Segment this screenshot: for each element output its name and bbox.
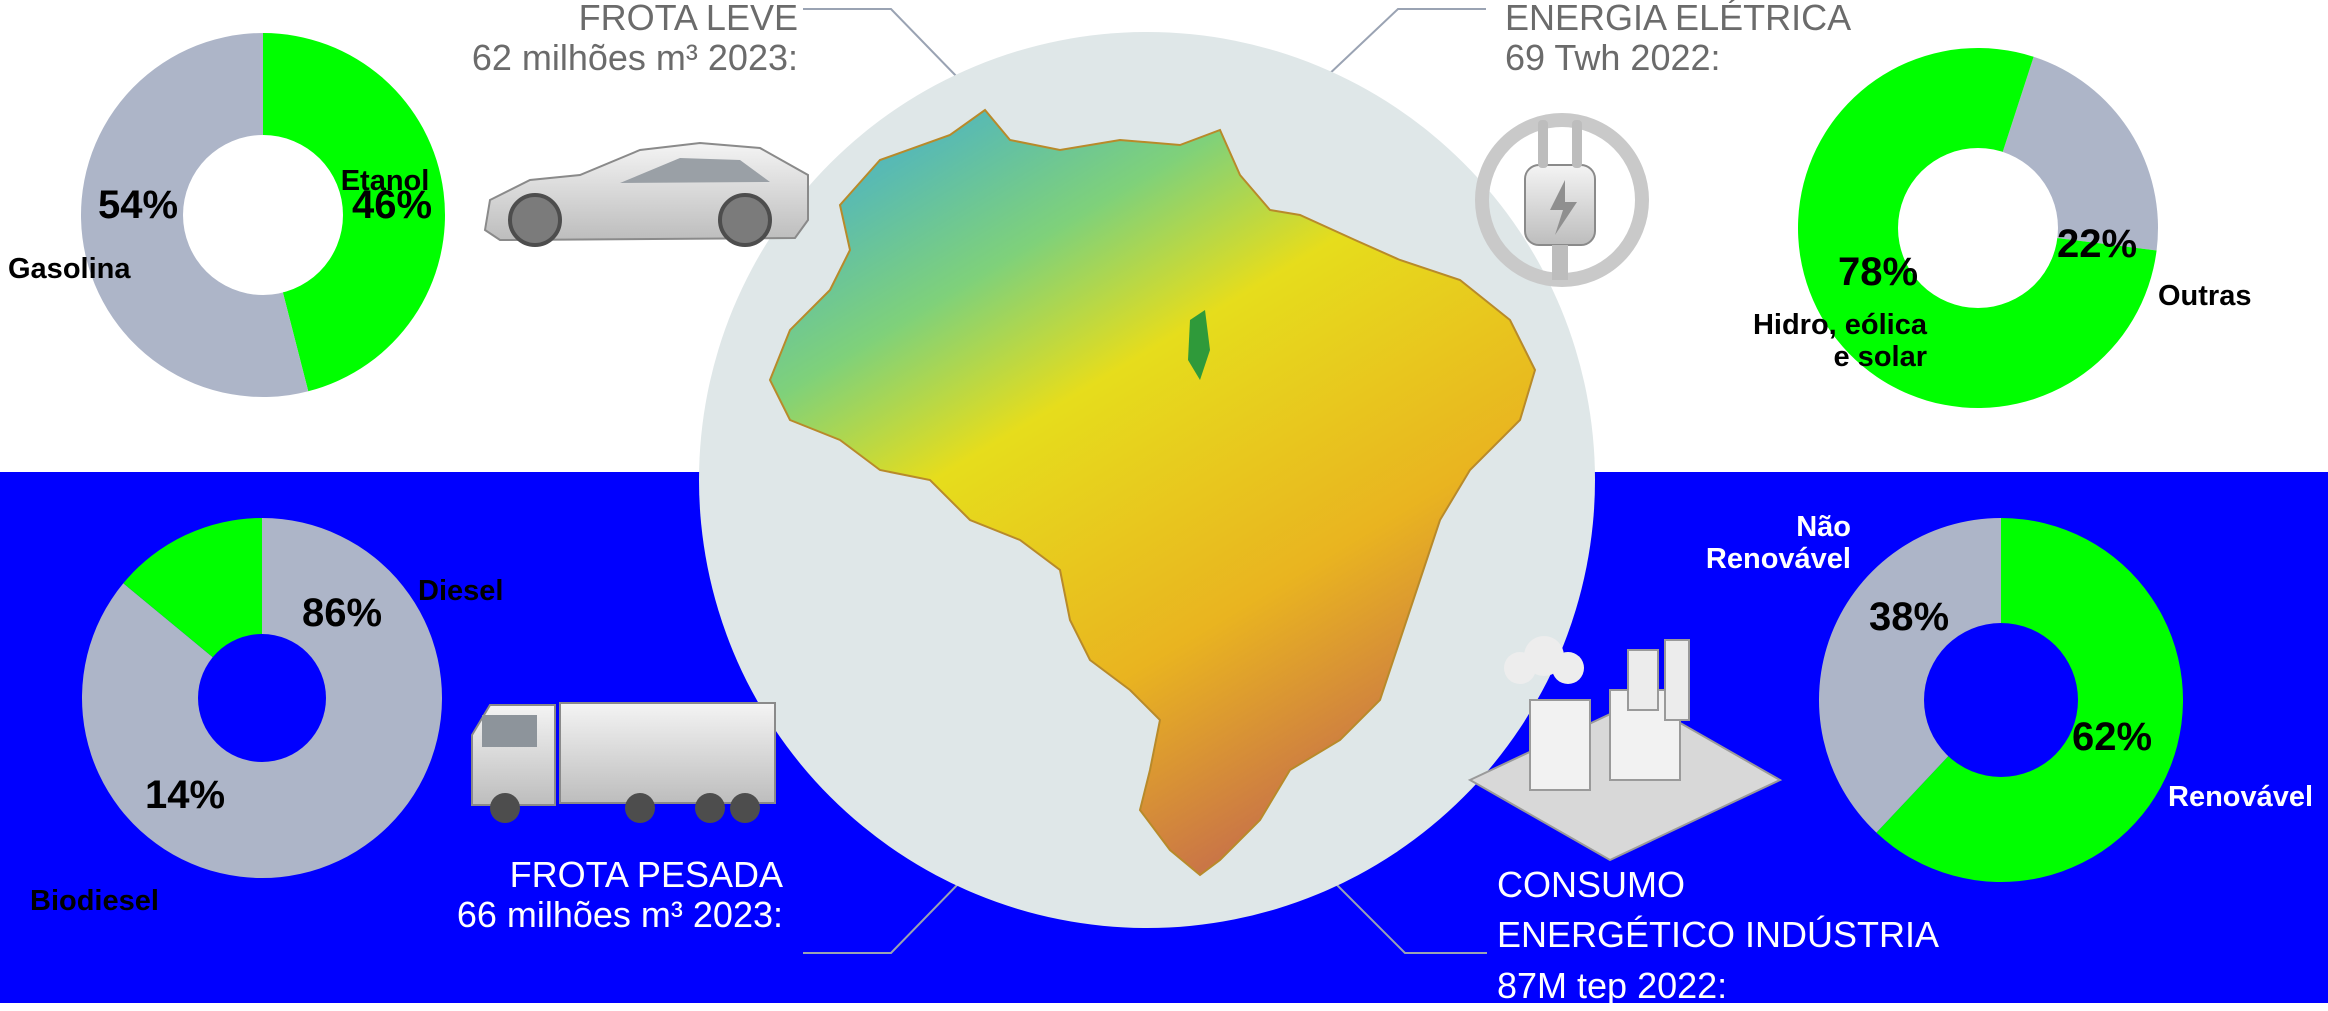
category-label: Outras: [2158, 280, 2251, 312]
connector-frota-leve: [803, 8, 961, 81]
data-label-pct: 38%: [1869, 595, 1949, 639]
industria-subtitle: 87M tep 2022:: [1497, 964, 1728, 1006]
connector-frota-pesada: [803, 879, 963, 954]
industria-label: CONSUMO ENERGÉTICO INDÚSTRIA 87M tep 202…: [1497, 860, 1939, 1011]
donut-hole: [1924, 623, 2078, 777]
category-label: Biodiesel: [30, 885, 159, 917]
data-label-pct: 54%: [98, 183, 178, 227]
donut-hole: [198, 634, 326, 762]
data-label-pct: 46%: [352, 183, 432, 227]
data-label-pct: 14%: [145, 773, 225, 817]
factory-icon: [1467, 636, 1783, 862]
industria-title-line2: ENERGÉTICO INDÚSTRIA: [1497, 914, 1940, 956]
category-label: Gasolina: [8, 253, 131, 285]
energia-subtitle: 69 Twh 2022:: [1505, 37, 1721, 79]
category-label: Etanol: [341, 165, 430, 197]
data-label-pct: 62%: [2072, 715, 2152, 759]
donut-hole: [1898, 148, 2058, 308]
frota-pesada-title: FROTA PESADA: [509, 854, 783, 895]
data-label-pct: 78%: [1838, 250, 1918, 294]
frota-leve-title: FROTA LEVE: [578, 0, 798, 38]
frota-pesada-label: FROTA PESADA 66 milhões m³ 2023:: [456, 854, 783, 936]
brazil-map-icon: [768, 108, 1537, 877]
data-label-pct: 86%: [302, 591, 382, 635]
category-label: e solar: [1834, 341, 1928, 373]
car-icon: [483, 141, 809, 247]
slice-etanol: [263, 33, 446, 392]
industria-title-line1: CONSUMO: [1497, 864, 1685, 905]
frota-pesada-subtitle: 66 milhões m³ 2023:: [456, 894, 783, 936]
donut-chart-frota-leve: 46%Etanol 54% Gasolina: [8, 33, 446, 397]
category-label: Diesel: [418, 575, 503, 607]
energia-title: ENERGIA ELÉTRICA: [1505, 0, 1852, 38]
category-label: Renovável: [2168, 781, 2313, 813]
data-label-pct: 22%: [2057, 222, 2137, 266]
donut-chart-frota-pesada: 86% Diesel 14% Biodiesel: [30, 518, 503, 917]
donut-hole: [183, 135, 343, 295]
frota-leve-subtitle: 62 milhões m³ 2023:: [471, 37, 798, 79]
charts-layer: 46%Etanol 54% Gasolina 22% Outras 78% Hidro, e…: [8, 33, 2313, 917]
category-label: Não: [1796, 511, 1851, 543]
connector-energia: [1324, 8, 1486, 79]
category-label: Hidro, eólica: [1753, 309, 1928, 341]
slice-não-renovável: [1819, 518, 2001, 833]
category-label: Renovável: [1706, 543, 1851, 575]
plug-icon: [1475, 113, 1649, 287]
connector-lines: [803, 8, 1487, 954]
frota-leve-label: FROTA LEVE 62 milhões m³ 2023:: [472, 0, 798, 79]
connector-industria: [1331, 879, 1487, 954]
energia-label: ENERGIA ELÉTRICA 69 Twh 2022:: [1505, 0, 1851, 79]
truck-icon: [471, 702, 776, 823]
